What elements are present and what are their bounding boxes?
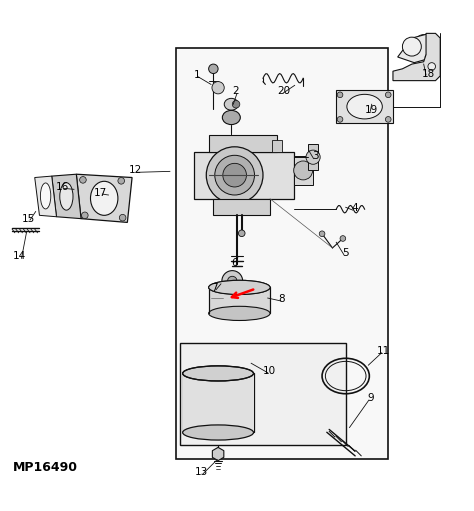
Circle shape [206, 147, 263, 203]
Polygon shape [52, 174, 81, 219]
Polygon shape [308, 145, 318, 171]
Circle shape [209, 64, 218, 74]
Text: 13: 13 [195, 467, 208, 477]
Ellipse shape [60, 183, 73, 210]
Polygon shape [35, 176, 56, 217]
Circle shape [425, 54, 432, 60]
Text: 8: 8 [279, 294, 285, 304]
Text: 18: 18 [422, 68, 435, 79]
Circle shape [402, 37, 421, 56]
Circle shape [232, 101, 240, 108]
Text: 3: 3 [312, 151, 319, 161]
Polygon shape [213, 199, 270, 215]
Circle shape [119, 215, 126, 221]
Circle shape [385, 117, 391, 122]
Polygon shape [398, 34, 436, 63]
Text: 14: 14 [13, 251, 26, 262]
Circle shape [337, 117, 343, 122]
Text: 16: 16 [55, 182, 69, 192]
Circle shape [238, 230, 245, 237]
Polygon shape [180, 343, 346, 445]
Polygon shape [194, 152, 294, 199]
Polygon shape [209, 287, 270, 313]
Ellipse shape [182, 425, 254, 440]
Circle shape [80, 177, 86, 183]
Circle shape [82, 212, 88, 219]
Text: 17: 17 [94, 188, 108, 198]
Circle shape [222, 271, 243, 291]
Ellipse shape [209, 281, 270, 294]
Polygon shape [273, 140, 282, 152]
Polygon shape [175, 48, 388, 459]
Ellipse shape [222, 110, 240, 125]
Polygon shape [76, 174, 132, 222]
Text: 20: 20 [278, 86, 291, 96]
Text: 11: 11 [377, 346, 390, 356]
Polygon shape [294, 156, 313, 184]
Circle shape [306, 150, 320, 164]
Circle shape [223, 164, 246, 187]
Text: 12: 12 [129, 166, 142, 175]
Ellipse shape [209, 306, 270, 320]
Circle shape [228, 276, 237, 286]
Ellipse shape [224, 98, 238, 110]
Text: 7: 7 [211, 283, 218, 293]
Text: 10: 10 [263, 366, 276, 376]
Ellipse shape [182, 366, 254, 381]
Circle shape [428, 63, 436, 70]
Text: 6: 6 [231, 258, 238, 268]
Polygon shape [212, 447, 224, 460]
Text: 19: 19 [365, 105, 378, 115]
Circle shape [337, 92, 343, 98]
Circle shape [118, 177, 125, 184]
Text: 9: 9 [367, 393, 374, 403]
Ellipse shape [347, 95, 383, 119]
Text: MP16490: MP16490 [12, 461, 78, 474]
Text: 5: 5 [342, 248, 349, 258]
Circle shape [340, 236, 346, 241]
Circle shape [215, 155, 255, 195]
Circle shape [212, 82, 224, 94]
Polygon shape [209, 135, 277, 152]
Circle shape [294, 161, 313, 180]
Polygon shape [393, 33, 440, 81]
Ellipse shape [209, 281, 270, 294]
Ellipse shape [40, 183, 51, 209]
Polygon shape [182, 374, 254, 432]
Circle shape [385, 92, 391, 98]
Text: 4: 4 [352, 203, 358, 213]
Text: 2: 2 [233, 86, 239, 96]
Ellipse shape [91, 181, 118, 215]
Text: 1: 1 [193, 70, 200, 80]
Polygon shape [336, 90, 393, 123]
Text: 15: 15 [21, 214, 35, 224]
Circle shape [319, 231, 325, 237]
